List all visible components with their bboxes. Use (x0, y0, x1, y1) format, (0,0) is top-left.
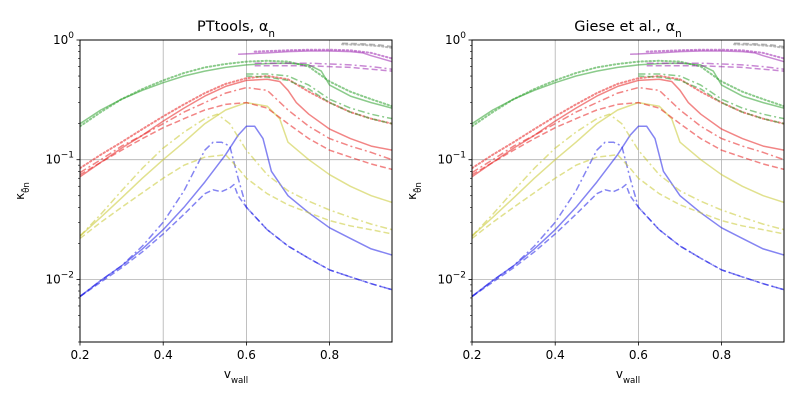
series-line-15 (645, 48, 784, 60)
x-tick-label: 0.6 (237, 348, 256, 362)
series-line-3 (472, 101, 784, 237)
series-line-11 (472, 59, 784, 128)
series-line-19 (341, 43, 392, 49)
x-axis-label: vwall (616, 367, 640, 386)
series-line-14 (630, 50, 784, 63)
series-line-2 (80, 183, 392, 298)
series-line-10 (80, 62, 392, 125)
y-tick-label: 100 (53, 31, 74, 47)
chart-panel-giese: 0.2 0.4 0.6 0.8 10−2 10−1 100 Giese et al., αn v… (405, 19, 785, 386)
x-tick-label: 0.6 (629, 348, 648, 362)
series-line-6 (80, 78, 392, 178)
y-tick-label: 10−2 (45, 270, 74, 286)
series-line-3 (80, 101, 392, 237)
series-line-17 (254, 64, 392, 72)
series-line-18 (342, 42, 392, 48)
chart-panel-pttools: 0.2 0.4 0.6 0.8 10−2 10−1 100 PTtools, αn vwall κ… (13, 19, 393, 386)
series-line-17 (646, 64, 784, 72)
series-line-10 (472, 62, 784, 125)
series-line-19 (733, 43, 784, 49)
series-line-5 (472, 153, 784, 239)
series-line-6 (472, 78, 784, 178)
series-line-9 (472, 101, 784, 176)
series-line-13 (638, 75, 784, 125)
series-line-15 (253, 48, 392, 60)
series-line-13 (246, 75, 392, 125)
y-axis-label: κθ̄n (13, 182, 32, 200)
series-line-14 (238, 50, 392, 63)
series-line-12 (638, 73, 784, 120)
y-tick-label: 10−1 (437, 151, 466, 167)
series-line-8 (80, 86, 392, 174)
chart-title: PTtools, αn (197, 19, 275, 40)
series-line-4 (80, 113, 392, 237)
y-tick-label: 100 (445, 31, 466, 47)
series-line-5 (80, 153, 392, 239)
series-line-0 (80, 125, 392, 298)
series-line-0 (472, 125, 784, 298)
series-line-4 (472, 113, 784, 237)
series-line-9 (80, 101, 392, 176)
series-line-18 (734, 42, 784, 48)
y-axis-label: κθ̄n (405, 182, 424, 200)
series-line-2 (472, 183, 784, 298)
series-line-8 (472, 86, 784, 174)
x-tick-label: 0.4 (154, 348, 173, 362)
series-line-12 (246, 73, 392, 120)
x-tick-label: 0.2 (70, 348, 89, 362)
y-tick-label: 10−2 (437, 270, 466, 286)
chart-title: Giese et al., αn (574, 19, 681, 40)
y-tick-label: 10−1 (45, 151, 74, 167)
axes-frame (471, 39, 785, 343)
series-line-16 (254, 62, 392, 70)
x-tick-label: 0.8 (320, 348, 339, 362)
x-tick-label: 0.2 (462, 348, 481, 362)
x-axis-label: vwall (224, 367, 248, 386)
x-tick-label: 0.4 (546, 348, 565, 362)
x-tick-label: 0.8 (712, 348, 731, 362)
series-line-11 (80, 59, 392, 128)
axes-frame (79, 39, 393, 343)
series-line-16 (646, 62, 784, 70)
